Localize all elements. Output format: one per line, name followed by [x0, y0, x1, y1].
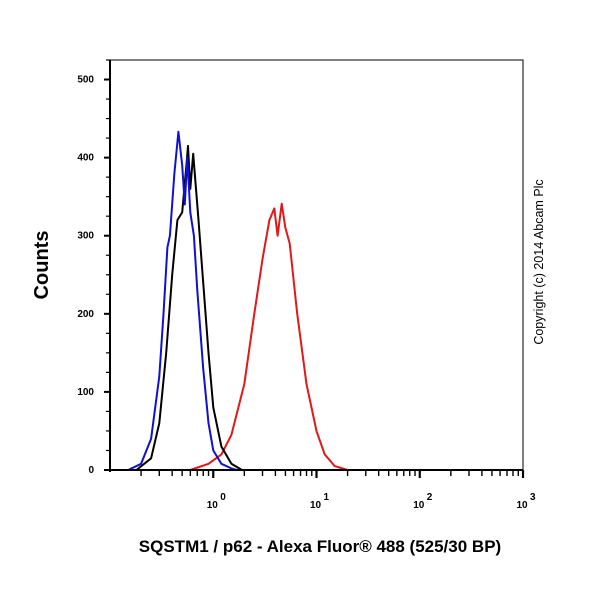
copyright-annotation: Copyright (c) 2014 Abcam Plc [532, 179, 546, 344]
x-tick-exponent: 1 [324, 492, 330, 503]
x-tick-label: 10 [310, 500, 322, 511]
series-line-1 [110, 144, 523, 471]
y-tick-label: 500 [77, 75, 94, 86]
y-tick-label: 0 [88, 465, 94, 476]
x-tick-label: 10 [413, 500, 425, 511]
y-axis-label: Counts [31, 231, 53, 300]
y-tick-label: 100 [77, 387, 94, 398]
series-line-2 [110, 202, 523, 471]
plot-frame [109, 59, 524, 471]
x-tick-label: 10 [207, 500, 219, 511]
x-tick-label: 10 [516, 500, 528, 511]
series-group [110, 130, 523, 471]
y-axis: 0 100 200 300 400 500 [77, 59, 110, 476]
x-axis-label: SQSTM1 / p62 - Alexa Fluor® 488 (525/30 … [139, 537, 501, 556]
series-line-0 [110, 130, 523, 471]
y-tick-label: 200 [77, 309, 94, 320]
x-tick-exponent: 0 [220, 492, 226, 503]
y-tick-label: 400 [77, 153, 94, 164]
x-tick-exponent: 2 [427, 492, 433, 503]
y-tick-label: 300 [77, 231, 94, 242]
x-tick-exponent: 3 [530, 492, 536, 503]
